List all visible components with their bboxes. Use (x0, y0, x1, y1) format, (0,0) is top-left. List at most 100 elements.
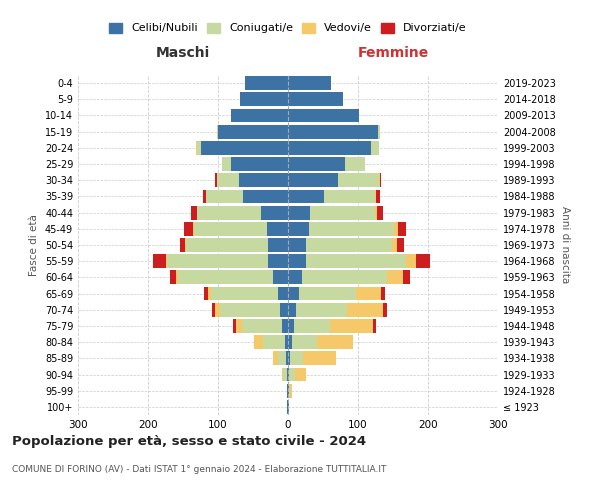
Bar (299, 286, 356, 300)
Bar (288, 286, 299, 300)
Bar (288, 92, 343, 106)
Bar (288, 336, 292, 349)
Bar (397, 238, 404, 252)
Bar (230, 157, 288, 171)
Bar (356, 286, 381, 300)
Bar (208, 286, 211, 300)
Bar (153, 254, 166, 268)
Bar (288, 368, 289, 382)
Bar (288, 270, 302, 284)
Bar (288, 125, 377, 138)
Bar (302, 270, 388, 284)
Bar (288, 190, 325, 203)
Bar (178, 270, 272, 284)
Bar (206, 190, 242, 203)
Bar (330, 319, 373, 333)
Bar (383, 303, 387, 316)
Bar (193, 222, 267, 235)
Bar (338, 174, 379, 187)
Bar (377, 206, 383, 220)
Bar (204, 286, 208, 300)
Bar (310, 206, 375, 220)
Bar (286, 352, 288, 365)
Bar (277, 352, 286, 365)
Bar (200, 141, 288, 154)
Bar (288, 157, 346, 171)
Bar (379, 174, 380, 187)
Bar (287, 368, 288, 382)
Bar (371, 141, 379, 154)
Bar (287, 400, 288, 414)
Text: Femmine: Femmine (358, 46, 428, 60)
Bar (166, 254, 167, 268)
Bar (211, 286, 277, 300)
Bar (309, 222, 394, 235)
Bar (242, 190, 288, 203)
Bar (285, 336, 288, 349)
Bar (398, 222, 406, 235)
Bar (217, 174, 239, 187)
Bar (288, 108, 359, 122)
Bar (283, 368, 287, 382)
Bar (392, 238, 397, 252)
Bar (288, 303, 296, 316)
Bar (288, 319, 293, 333)
Bar (375, 206, 377, 220)
Bar (277, 286, 288, 300)
Bar (292, 336, 317, 349)
Bar (288, 141, 371, 154)
Bar (242, 319, 283, 333)
Text: Popolazione per età, sesso e stato civile - 2024: Popolazione per età, sesso e stato civil… (12, 435, 366, 448)
Bar (236, 319, 242, 333)
Bar (268, 238, 288, 252)
Bar (179, 238, 185, 252)
Bar (377, 125, 380, 138)
Bar (381, 286, 385, 300)
Bar (289, 384, 290, 398)
Bar (282, 368, 283, 382)
Bar (288, 238, 306, 252)
Bar (288, 222, 309, 235)
Bar (262, 206, 288, 220)
Bar (196, 141, 197, 154)
Bar (288, 174, 338, 187)
Bar (347, 303, 383, 316)
Bar (403, 270, 410, 284)
Bar (184, 222, 193, 235)
Bar (254, 336, 263, 349)
Bar (306, 254, 406, 268)
Bar (197, 141, 200, 154)
Bar (239, 174, 288, 187)
Bar (283, 319, 288, 333)
Bar (287, 384, 288, 398)
Bar (306, 238, 392, 252)
Bar (170, 270, 176, 284)
Bar (295, 368, 305, 382)
Y-axis label: Fasce di età: Fasce di età (29, 214, 39, 276)
Bar (268, 254, 288, 268)
Bar (388, 270, 403, 284)
Bar (215, 174, 217, 187)
Bar (394, 222, 398, 235)
Legend: Celibi/Nubili, Coniugati/e, Vedovi/e, Divorziati/e: Celibi/Nubili, Coniugati/e, Vedovi/e, Di… (106, 20, 470, 37)
Bar (203, 190, 206, 203)
Bar (274, 352, 277, 365)
Bar (325, 190, 375, 203)
Bar (230, 108, 288, 122)
Bar (218, 125, 288, 138)
Bar (288, 400, 289, 414)
Bar (406, 254, 416, 268)
Bar (416, 254, 430, 268)
Bar (222, 157, 230, 171)
Bar (215, 303, 220, 316)
Y-axis label: Anni di nascita: Anni di nascita (560, 206, 569, 284)
Bar (288, 384, 289, 398)
Bar (220, 303, 280, 316)
Bar (289, 368, 295, 382)
Bar (288, 76, 331, 90)
Bar (185, 238, 186, 252)
Bar (263, 336, 285, 349)
Bar (296, 303, 347, 316)
Bar (241, 92, 288, 106)
Bar (245, 76, 288, 90)
